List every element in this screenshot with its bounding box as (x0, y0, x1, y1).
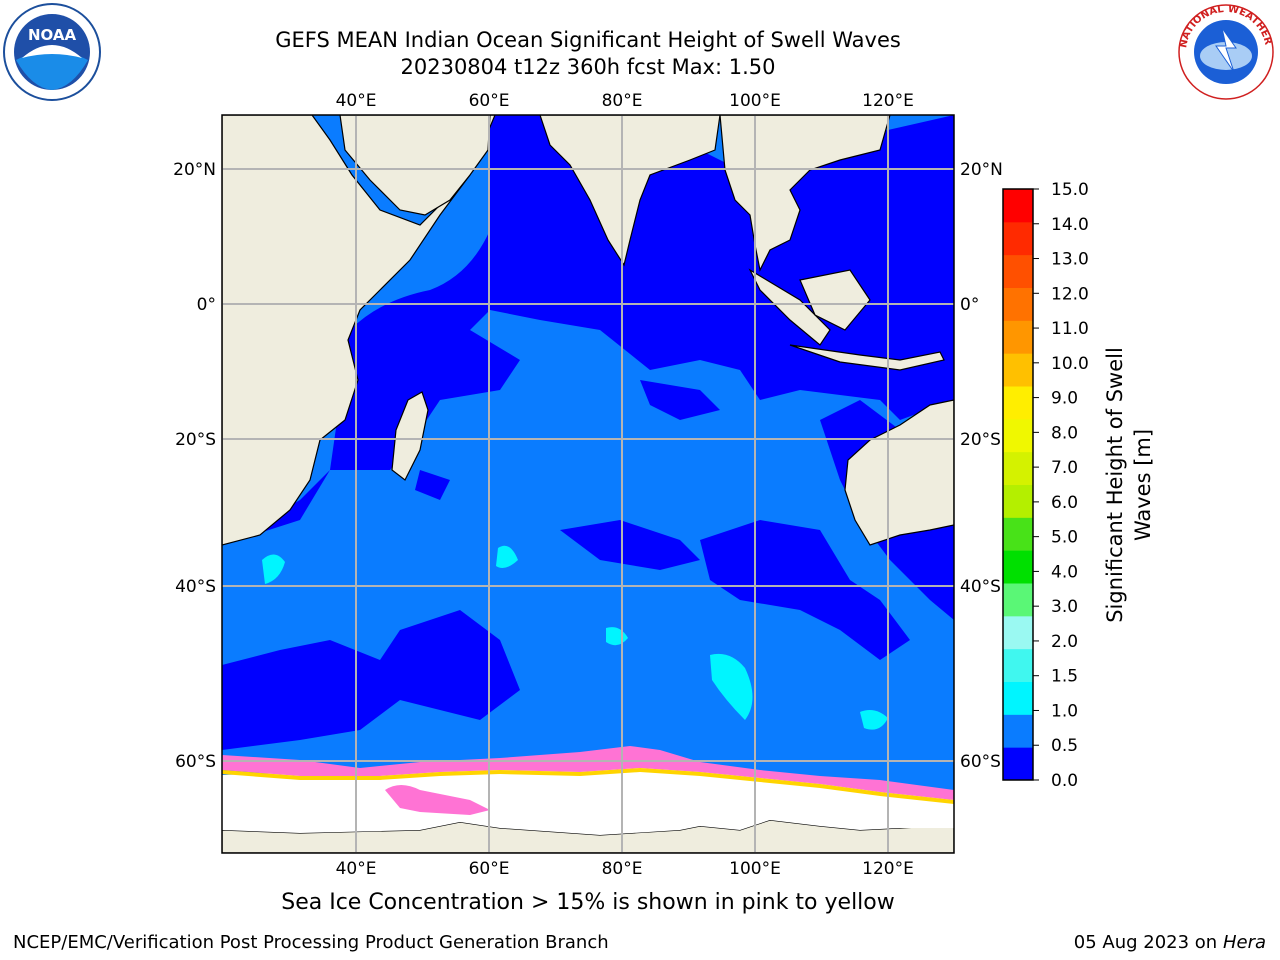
chart-title: GEFS MEAN Indian Ocean Significant Heigh… (275, 28, 901, 52)
sea-ice-band (222, 746, 954, 835)
colorbar-label-units: Waves [m] (1131, 429, 1155, 541)
colorbar-swatch (1003, 681, 1033, 715)
lat-labels-right: 20°N 0° 20°S 40°S 60°S (960, 160, 1003, 772)
lon-tick-label: 60°E (469, 859, 510, 879)
lat-tick-label: 0° (960, 295, 979, 315)
colorbar-swatch (1003, 353, 1033, 387)
footer-date: 05 Aug 2023 on Hera (1074, 932, 1266, 953)
colorbar-tick-label: 8.0 (1051, 423, 1078, 443)
footer-date-text: 05 Aug 2023 on (1073, 932, 1218, 953)
colorbar-tick-label: 1.5 (1051, 667, 1078, 687)
colorbar-tick-label: 9.0 (1051, 389, 1078, 409)
lon-tick-label: 40°E (336, 91, 377, 111)
lon-tick-label: 100°E (729, 91, 781, 111)
lat-tick-label: 0° (197, 295, 216, 315)
lon-tick-label: 80°E (602, 91, 643, 111)
lat-tick-label: 60°S (175, 752, 216, 772)
colorbar-tick-label: 0.0 (1051, 771, 1078, 791)
colorbar-label: Significant Height of Swell (1103, 347, 1127, 623)
colorbar-swatch (1003, 221, 1033, 256)
lon-tick-label: 100°E (729, 859, 781, 879)
lat-tick-label: 40°S (960, 577, 1001, 597)
footer-credit: NCEP/EMC/Verification Post Processing Pr… (13, 932, 609, 953)
sea-ice-caption: Sea Ice Concentration > 15% is shown in … (281, 890, 895, 915)
colorbar-swatch (1003, 386, 1033, 420)
colorbar-swatch (1003, 287, 1033, 321)
map-plot-area (222, 115, 954, 853)
lat-tick-label: 60°S (960, 752, 1001, 772)
colorbar-swatch (1003, 320, 1033, 354)
colorbar-tick-label: 7.0 (1051, 458, 1078, 478)
colorbar-tick-label: 12.0 (1051, 284, 1089, 304)
lon-labels-bottom: 40°E 60°E 80°E 100°E 120°E (336, 859, 914, 879)
colorbar-swatch (1003, 615, 1033, 650)
lat-tick-label: 20°N (960, 160, 1003, 180)
svg-text:NOAA: NOAA (28, 26, 77, 44)
colorbar-tick-label: 15.0 (1051, 180, 1089, 200)
colorbar-tick-label: 2.0 (1051, 632, 1078, 652)
lat-labels-left: 20°N 0° 20°S 40°S 60°S (173, 160, 216, 772)
lon-tick-label: 60°E (469, 91, 510, 111)
colorbar-tick-label: 4.0 (1051, 562, 1078, 582)
lat-tick-label: 40°S (175, 577, 216, 597)
colorbar-tick-label: 5.0 (1051, 528, 1078, 548)
lon-tick-label: 80°E (602, 859, 643, 879)
colorbar-swatch (1003, 451, 1033, 485)
lon-tick-label: 120°E (862, 859, 914, 879)
chart-subtitle: 20230804 t12z 360h fcst Max: 1.50 (400, 55, 776, 79)
colorbar-swatch (1003, 583, 1033, 617)
lon-labels-top: 40°E 60°E 80°E 100°E 120°E (336, 91, 914, 111)
lat-tick-label: 20°S (960, 430, 1001, 450)
lon-tick-label: 120°E (862, 91, 914, 111)
lat-tick-label: 20°N (173, 160, 216, 180)
colorbar-frame (1002, 188, 1034, 781)
colorbar-tick-label: 10.0 (1051, 354, 1089, 374)
land-masses (222, 115, 954, 853)
noaa-logo: NOAA (3, 3, 101, 101)
footer-host: Hera (1222, 932, 1266, 953)
lat-tick-label: 20°S (175, 430, 216, 450)
lon-tick-label: 40°E (336, 859, 377, 879)
colorbar-swatch (1003, 648, 1033, 682)
colorbar-swatch (1003, 550, 1033, 584)
colorbar-tick-label: 0.5 (1051, 736, 1078, 756)
colorbar-swatch (1003, 714, 1033, 748)
colorbar-swatch (1003, 418, 1033, 453)
colorbar-swatch (1003, 484, 1033, 518)
map-gridlines (222, 115, 954, 853)
colorbar-tick-label: 1.0 (1051, 701, 1078, 721)
colorbar-tick-label: 11.0 (1051, 319, 1089, 339)
map-frame (221, 114, 955, 854)
colorbar-swatch (1003, 189, 1033, 223)
colorbar-swatch (1003, 747, 1033, 781)
low-swell-regions (222, 115, 954, 750)
colorbar-tick-label: 6.0 (1051, 493, 1078, 513)
colorbar-swatch (1003, 254, 1033, 288)
colorbar-tick-label: 13.0 (1051, 250, 1089, 270)
colorbar-tick-label: 3.0 (1051, 597, 1078, 617)
colorbar-swatch (1003, 517, 1033, 551)
colorbar-tick-label: 14.0 (1051, 215, 1089, 235)
nws-logo: NATIONAL WEATHER SERVICE (1176, 2, 1274, 100)
colorbar: 0.0 0.5 1.0 1.5 2.0 3.0 4.0 5.0 6.0 7.0 8.0 9.0 10.0… (1002, 180, 1089, 791)
